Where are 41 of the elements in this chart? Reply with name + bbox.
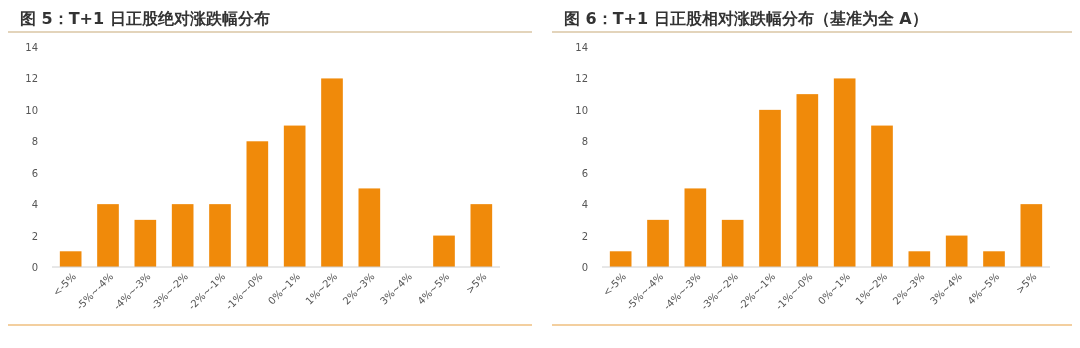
chart-title: 图 5：T+1 日正股绝对涨跌幅分布 — [20, 9, 270, 28]
bar — [433, 235, 455, 267]
bar — [647, 219, 669, 267]
bar — [908, 251, 931, 267]
bar — [358, 188, 381, 267]
y-tick-label: 0 — [581, 262, 588, 273]
bar — [171, 204, 194, 267]
y-tick-label: 10 — [575, 104, 588, 116]
y-tick-label: 8 — [31, 136, 38, 148]
y-tick-label: 4 — [581, 199, 588, 211]
y-tick-label: 0 — [31, 262, 38, 273]
bar — [796, 94, 819, 267]
y-tick-label: 6 — [581, 167, 588, 179]
bar — [134, 219, 157, 267]
bar — [684, 188, 707, 267]
y-tick-label: 12 — [25, 73, 38, 85]
bar — [945, 235, 968, 267]
bar — [321, 78, 343, 267]
y-tick-label: 8 — [581, 136, 588, 148]
bar — [833, 78, 856, 267]
y-tick-label: 10 — [25, 104, 38, 116]
y-tick-label: 14 — [25, 42, 38, 53]
bar — [97, 204, 119, 267]
bar — [1020, 204, 1043, 267]
bar — [209, 204, 231, 267]
bar — [59, 251, 82, 267]
y-tick-label: 12 — [575, 73, 588, 85]
y-tick-label: 14 — [575, 42, 588, 53]
y-tick-label: 4 — [31, 199, 38, 211]
bar — [759, 109, 781, 267]
bar — [983, 251, 1005, 267]
bar — [871, 125, 893, 267]
bar — [721, 219, 744, 267]
bar — [246, 141, 269, 267]
y-tick-label: 2 — [581, 230, 588, 242]
chart-title: 图 6：T+1 日正股相对涨跌幅分布（基准为全 A） — [564, 9, 928, 28]
bar — [609, 251, 632, 267]
bar — [470, 204, 493, 267]
y-tick-label: 6 — [31, 167, 38, 179]
bar — [283, 125, 306, 267]
y-tick-label: 2 — [31, 230, 38, 242]
